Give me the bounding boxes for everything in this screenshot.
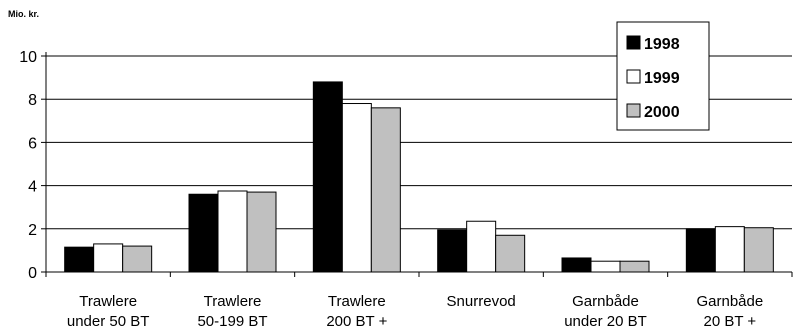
y-tick-label: 4 [28, 179, 37, 196]
bar-1999-2 [341, 103, 372, 273]
bar-1998-5 [685, 228, 716, 273]
x-tick-label: under 20 BT [564, 313, 647, 330]
y-tick-label: 10 [19, 49, 37, 66]
x-tick-label: 50-199 BT [197, 313, 267, 330]
x-tick-label: Garnbåde [572, 293, 639, 310]
bar-1999-4 [590, 260, 621, 273]
x-tick-label: Snurrevod [447, 293, 516, 310]
bar-1999-1 [217, 190, 248, 273]
bar-1998-1 [188, 193, 219, 273]
x-tick-label: 200 BT + [326, 313, 387, 330]
bar-2000-2 [370, 107, 401, 273]
unit-label: Mio. kr. [8, 9, 39, 19]
x-tick-label: Trawlere [204, 293, 262, 310]
x-tick-label: under 50 BT [67, 313, 150, 330]
bar-2000-4 [619, 260, 650, 273]
bar-1998-3 [437, 229, 468, 273]
legend-swatch-2000 [626, 103, 641, 118]
x-tick-label: Trawlere [79, 293, 137, 310]
x-axis-labels: Trawlere under 50 BT Trawlere 50-199 BT Traw… [45, 272, 793, 330]
legend-label-2000: 2000 [644, 104, 680, 121]
bar-1998-0 [64, 246, 95, 273]
x-tick-label: 20 BT + [703, 313, 756, 330]
x-tick-label: Trawlere [328, 293, 386, 310]
bar-2000-5 [743, 227, 774, 273]
bar-2000-1 [246, 191, 277, 273]
legend: 1998 1999 2000 [616, 21, 710, 131]
bar-2000-0 [122, 245, 153, 273]
x-tick-label: Garnbåde [696, 293, 763, 310]
y-tick-label: 0 [28, 265, 37, 282]
legend-swatch-1998 [626, 35, 641, 50]
y-tick-label: 2 [28, 222, 37, 239]
bar-1999-3 [466, 220, 497, 273]
y-axis-ticks: 0 2 4 6 8 10 [19, 49, 46, 282]
legend-swatch-1999 [626, 69, 641, 84]
legend-label-1998: 1998 [644, 36, 680, 53]
bar-1998-4 [561, 257, 592, 273]
y-tick-label: 6 [28, 135, 37, 152]
bar-1999-0 [93, 243, 124, 273]
bar-1998-2 [312, 81, 343, 273]
bars [64, 81, 774, 273]
bar-1999-5 [714, 226, 745, 273]
legend-label-1999: 1999 [644, 70, 680, 87]
y-tick-label: 8 [28, 92, 37, 109]
bar-2000-3 [495, 234, 526, 273]
